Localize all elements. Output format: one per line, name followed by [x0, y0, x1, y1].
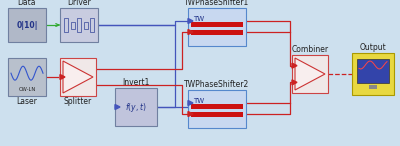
Polygon shape — [63, 61, 93, 93]
Bar — [191, 30, 243, 35]
Bar — [90, 18, 94, 32]
Text: $f(y,t)$: $f(y,t)$ — [125, 100, 147, 113]
FancyBboxPatch shape — [60, 8, 98, 42]
FancyBboxPatch shape — [8, 8, 46, 42]
Text: Laser: Laser — [16, 97, 38, 106]
Polygon shape — [295, 58, 325, 90]
Text: Splitter: Splitter — [64, 97, 92, 106]
Polygon shape — [188, 29, 193, 34]
Polygon shape — [115, 105, 120, 110]
FancyBboxPatch shape — [188, 8, 246, 46]
FancyBboxPatch shape — [352, 53, 394, 95]
FancyBboxPatch shape — [188, 90, 246, 128]
FancyBboxPatch shape — [8, 58, 46, 96]
Text: CW-LN: CW-LN — [18, 87, 36, 92]
FancyBboxPatch shape — [60, 58, 96, 96]
Text: TW: TW — [193, 98, 204, 104]
Text: TWPhaseShifter1: TWPhaseShifter1 — [184, 0, 250, 7]
Text: Data: Data — [18, 0, 36, 7]
Text: Invert1: Invert1 — [122, 78, 150, 87]
Text: Output: Output — [360, 43, 386, 52]
Polygon shape — [60, 74, 65, 80]
Text: TWPhaseShifter2: TWPhaseShifter2 — [184, 80, 250, 89]
Bar — [64, 18, 68, 32]
Bar — [191, 112, 243, 117]
Text: Combiner: Combiner — [292, 45, 328, 54]
FancyBboxPatch shape — [292, 55, 328, 93]
Polygon shape — [292, 63, 297, 68]
Bar — [77, 18, 81, 32]
Bar — [191, 104, 243, 109]
FancyBboxPatch shape — [115, 88, 157, 126]
Text: 0|10|: 0|10| — [16, 20, 38, 29]
Text: TW: TW — [193, 16, 204, 22]
Text: Driver: Driver — [67, 0, 91, 7]
Bar — [70, 21, 74, 28]
Bar — [357, 59, 389, 83]
Polygon shape — [188, 100, 193, 106]
Bar — [84, 21, 88, 28]
Polygon shape — [188, 19, 193, 24]
Bar — [369, 85, 377, 89]
Polygon shape — [188, 112, 193, 117]
Bar — [191, 22, 243, 27]
Polygon shape — [292, 80, 297, 85]
